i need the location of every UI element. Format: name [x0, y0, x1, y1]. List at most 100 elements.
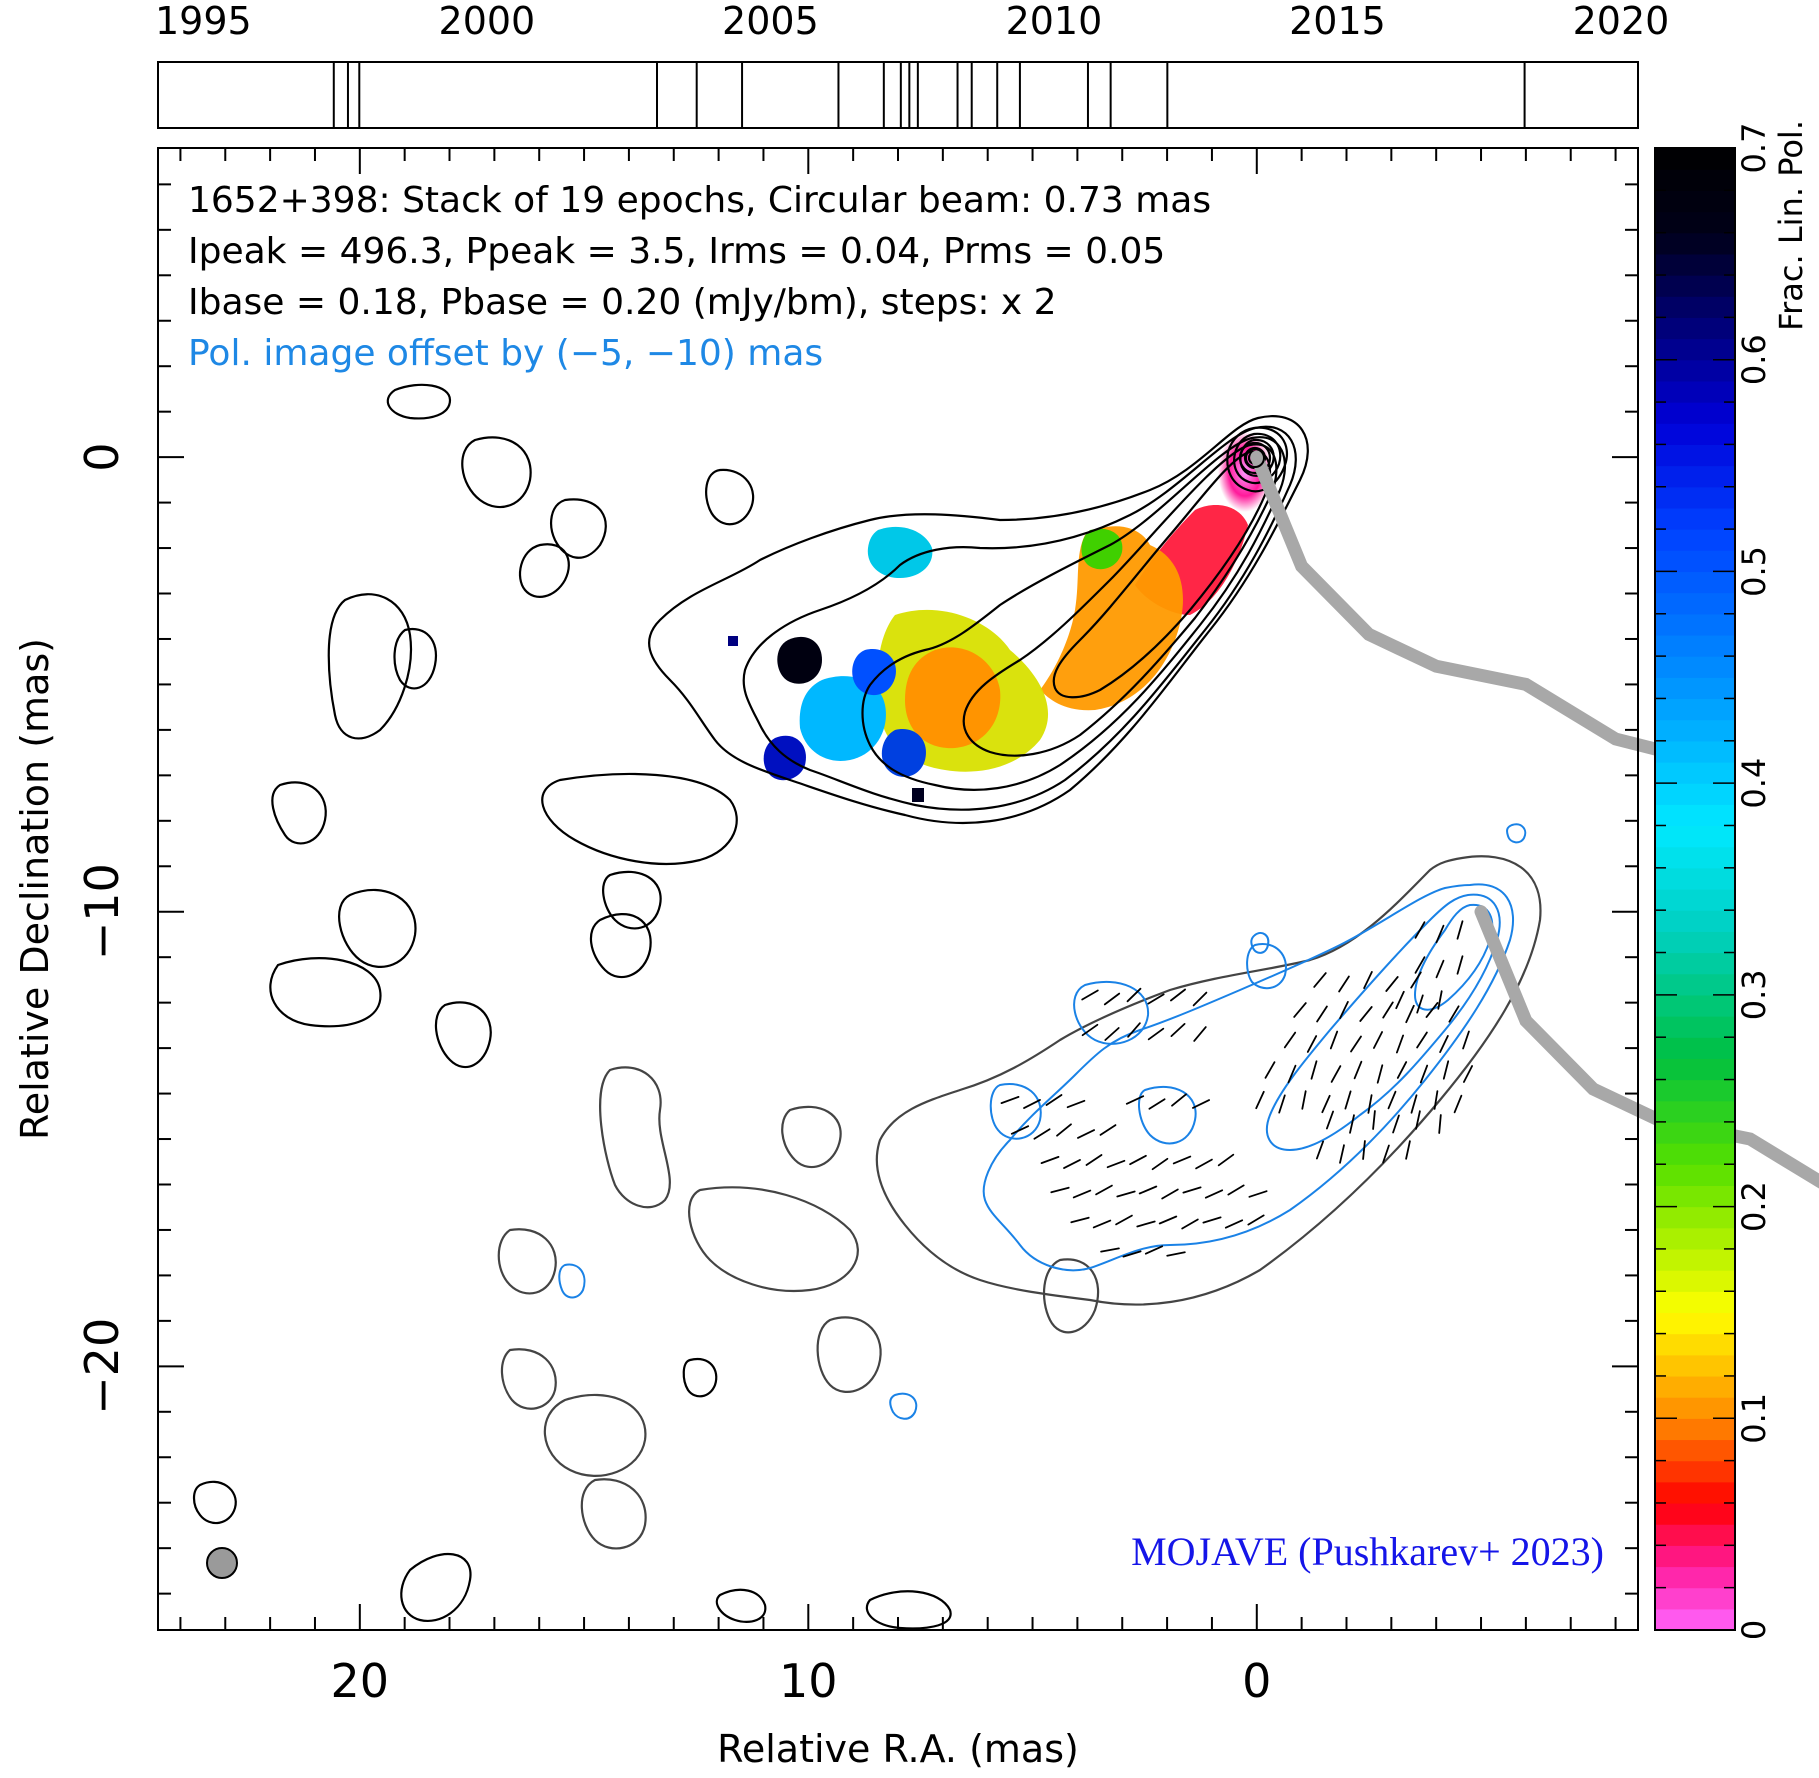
evpa-vector	[1081, 989, 1099, 1001]
evpa-vector	[1415, 1110, 1421, 1130]
colorbar-step	[1655, 1227, 1735, 1250]
colorbar-step	[1655, 317, 1735, 340]
evpa-vectors	[1000, 920, 1473, 1258]
pol-contour-knot-7	[1506, 823, 1527, 844]
colorbar-step	[1655, 1608, 1735, 1631]
evpa-vector	[1372, 1110, 1376, 1130]
colorbar-step	[1655, 550, 1735, 573]
evpa-vector	[1448, 1005, 1460, 1023]
evpa-vector	[1050, 1186, 1070, 1194]
stokes-i-diffuse-5	[550, 498, 607, 559]
evpa-vector	[1144, 1245, 1164, 1255]
evpa-vector	[1040, 1156, 1060, 1164]
evpa-vector	[1147, 1027, 1165, 1041]
evpa-vector	[1148, 1098, 1166, 1110]
evpa-vector	[1316, 1005, 1328, 1023]
colorbar-step	[1655, 1206, 1735, 1229]
evpa-vector	[1395, 990, 1405, 1010]
evpa-vector	[1172, 1155, 1192, 1165]
info-line-peaks: Ipeak = 496.3, Ppeak = 3.5, Irms = 0.04,…	[188, 231, 1165, 272]
stokes-i-diffuse-4	[393, 627, 438, 690]
evpa-vector	[1396, 1061, 1408, 1079]
main-image-panel: 20 10 0 0 −10 −20 1652+398: Stack of 19 epoc…	[13, 147, 1819, 1771]
colorbar-step	[1655, 507, 1735, 530]
evpa-vector	[1066, 1099, 1086, 1109]
y-tick-label: −20	[75, 1318, 129, 1415]
offset-stokes-i-diffuse-6	[781, 1105, 842, 1169]
evpa-vector	[1136, 1220, 1156, 1228]
evpa-vector	[1453, 1094, 1463, 1114]
pol-jet-ridge-line	[1474, 905, 1819, 1189]
evpa-vector	[1382, 1001, 1394, 1019]
evpa-vector	[1072, 1189, 1092, 1199]
x-tick-label: 10	[779, 1654, 838, 1708]
evpa-vector	[1435, 924, 1445, 944]
stokes-i-diffuse-3	[327, 593, 412, 740]
epoch-timeline: 1995 2000 2005 2010 2015 2020	[155, 0, 1669, 129]
colorbar-step	[1655, 402, 1735, 424]
evpa-vector	[1363, 971, 1373, 989]
colorbar-gradient	[1655, 148, 1735, 1631]
colorbar-step	[1655, 465, 1735, 488]
timeline-year-label: 2010	[1006, 0, 1103, 43]
evpa-vector	[1367, 1094, 1373, 1114]
colorbar-step	[1655, 338, 1735, 361]
evpa-vector	[1193, 1026, 1207, 1042]
colorbar-step	[1655, 253, 1735, 276]
colorbar-tick-label: 0.4	[1735, 758, 1773, 809]
info-line-source: 1652+398: Stack of 19 epochs, Circular b…	[188, 180, 1211, 221]
colorbar-step	[1655, 698, 1735, 721]
evpa-vector	[1396, 1034, 1404, 1054]
offset-total-intensity-contours	[497, 855, 1542, 1550]
colorbar-step	[1655, 846, 1735, 869]
stokes-i-contour-1	[648, 415, 1309, 825]
offset-polarization-map	[497, 823, 1542, 1550]
evpa-vector	[1353, 1060, 1363, 1080]
evpa-vector	[1283, 1031, 1297, 1049]
evpa-vector	[1310, 1060, 1318, 1080]
evpa-vector	[1349, 1114, 1355, 1134]
evpa-vector	[1416, 1031, 1428, 1049]
evpa-vector	[1204, 1189, 1224, 1199]
evpa-vector	[1217, 1153, 1235, 1167]
pol-contour-knot-1	[1073, 980, 1150, 1045]
core-marker	[1245, 448, 1265, 468]
frac-pol-colour-patches	[728, 432, 1272, 802]
colorbar-step	[1655, 444, 1735, 467]
colorbar-step	[1655, 740, 1735, 763]
colorbar-step	[1655, 275, 1735, 297]
colorbar-step	[1655, 952, 1735, 975]
evpa-vector	[1463, 1065, 1473, 1083]
total-intensity-map	[192, 383, 1309, 1630]
colorbar-step	[1655, 571, 1735, 594]
colorbar-step	[1655, 1058, 1735, 1081]
colorbar-step	[1655, 190, 1735, 213]
evpa-vector	[1338, 975, 1350, 993]
evpa-vector	[1171, 1093, 1187, 1107]
evpa-vector	[1103, 992, 1121, 1006]
stokes-i-contour-5	[1052, 450, 1272, 699]
x-tick-label: 20	[331, 1654, 390, 1708]
pol-contour-knot-6	[889, 1392, 918, 1420]
evpa-vector	[1195, 1158, 1213, 1170]
colorbar-step	[1655, 1418, 1735, 1441]
stokes-i-diffuse-8	[338, 889, 417, 968]
colorbar-step	[1655, 1164, 1735, 1186]
stokes-i-diffuse-9	[269, 957, 382, 1028]
colorbar-step	[1655, 1439, 1735, 1462]
colorbar-step	[1655, 529, 1735, 551]
stokes-i-diffuse-16	[400, 1552, 472, 1623]
evpa-vector	[1147, 993, 1165, 1005]
timeline-year-label: 2005	[722, 0, 819, 43]
evpa-vector	[1126, 987, 1142, 1003]
colorbar-frame	[1654, 147, 1736, 1631]
evpa-vector	[1045, 1094, 1063, 1106]
colorbar-step	[1655, 719, 1735, 742]
colorbar-step	[1655, 973, 1735, 996]
evpa-vector	[1416, 994, 1424, 1014]
stokes-i-diffuse-15	[192, 1480, 237, 1525]
evpa-vector	[1339, 1144, 1345, 1164]
colorbar-step	[1655, 1143, 1735, 1165]
colorbar-tick-label: 0	[1735, 1620, 1773, 1640]
timeline-tick-labels: 1995 2000 2005 2010 2015 2020	[155, 0, 1669, 43]
